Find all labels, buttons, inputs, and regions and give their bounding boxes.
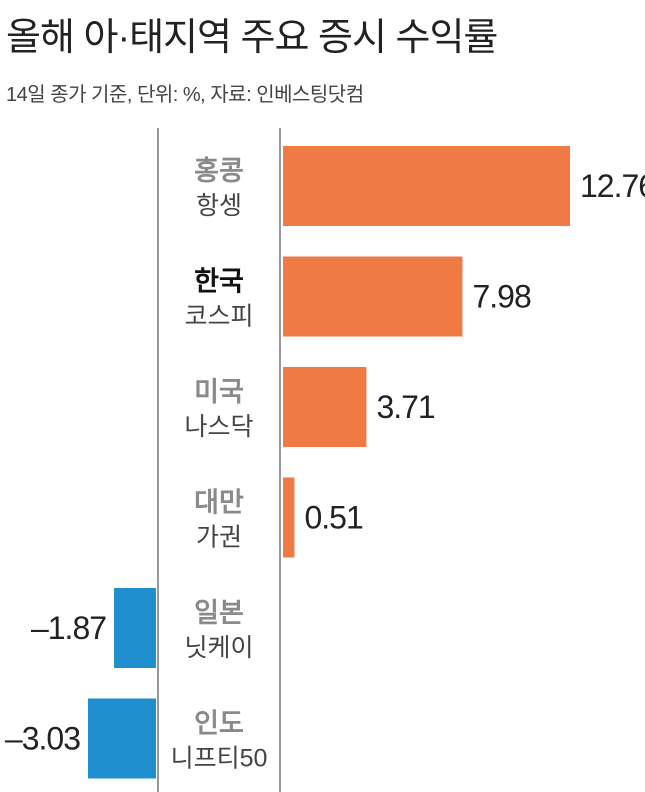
chart-subtitle: 14일 종가 기준, 단위: %, 자료: 인베스팅닷컴 [6,84,364,106]
value-label-5: –1.87 [31,610,106,646]
index-label-1: 항셍 [196,192,242,220]
index-label-2: 코스피 [184,303,253,331]
value-label-2: 7.98 [472,279,530,315]
category-label-2: 한국 [194,267,244,297]
value-label-3: 3.71 [376,389,434,425]
index-label-3: 나스닥 [184,413,253,441]
bar-2 [283,256,463,337]
bar-5 [114,588,156,668]
index-label-6: 니프티50 [171,745,268,773]
bar-4 [283,477,295,558]
chart-title: 올해 아·태지역 주요 증시 수익률 [6,17,498,59]
category-label-5: 일본 [194,598,244,628]
bar-3 [283,367,367,447]
value-label-1: 12.76 [580,168,645,204]
category-label-4: 대만 [194,488,244,518]
bar-1 [283,146,570,226]
bar-6 [88,698,156,779]
index-label-5: 닛케이 [184,634,253,662]
value-label-6: –3.03 [5,721,80,757]
category-label-1: 홍콩 [194,156,244,186]
category-label-6: 인도 [194,709,244,739]
index-label-4: 가권 [196,524,242,552]
value-label-4: 0.51 [304,500,362,536]
category-label-3: 미국 [194,377,244,407]
